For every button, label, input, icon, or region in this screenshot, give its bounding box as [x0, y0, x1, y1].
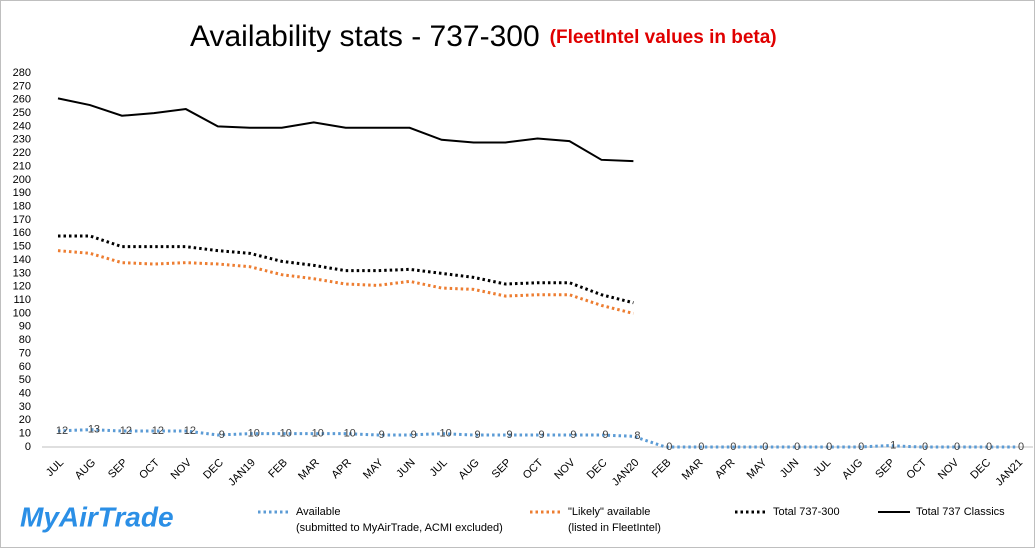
- y-tick-label: 30: [19, 401, 31, 413]
- data-label: 0: [1018, 441, 1024, 453]
- data-label: 0: [954, 441, 960, 453]
- y-tick-label: 170: [13, 214, 31, 226]
- y-tick-label: 40: [19, 387, 31, 399]
- legend-note: (submitted to MyAirTrade, ACMI excluded): [296, 522, 503, 534]
- y-tick-label: 50: [19, 374, 31, 386]
- data-label: 13: [88, 424, 100, 436]
- data-label: 10: [344, 428, 356, 440]
- data-label: 10: [439, 428, 451, 440]
- legend-note: (listed in FleetIntel): [568, 522, 661, 534]
- data-label: 9: [475, 429, 481, 441]
- data-label: 12: [184, 425, 196, 437]
- legend-label: "Likely" available: [568, 506, 650, 518]
- y-tick-label: 80: [19, 334, 31, 346]
- data-label: 9: [506, 429, 512, 441]
- data-label: 0: [794, 441, 800, 453]
- data-label: 9: [538, 429, 544, 441]
- series-line: [57, 428, 1018, 449]
- data-label: 10: [280, 428, 292, 440]
- data-label: 8: [634, 430, 640, 442]
- y-tick-label: 280: [13, 67, 31, 79]
- y-tick-label: 70: [19, 347, 31, 359]
- data-label: 0: [762, 441, 768, 453]
- y-tick-label: 260: [13, 94, 31, 106]
- data-label: 9: [219, 429, 225, 441]
- data-label: 1: [890, 440, 896, 452]
- logo: MyAirTrade: [20, 501, 174, 532]
- data-label: 0: [858, 441, 864, 453]
- subtitle: (FleetIntel values in beta): [550, 27, 777, 48]
- legend-label: Total 737 Classics: [916, 506, 1005, 518]
- data-label: 9: [570, 429, 576, 441]
- y-tick-label: 60: [19, 361, 31, 373]
- legend-label: Total 737-300: [773, 506, 840, 518]
- series-line: [57, 97, 634, 163]
- y-tick-label: 10: [19, 428, 31, 440]
- data-label: 12: [56, 425, 68, 437]
- y-tick-label: 120: [13, 281, 31, 293]
- y-tick-label: 190: [13, 187, 31, 199]
- data-label: 10: [248, 428, 260, 440]
- y-tick-label: 210: [13, 160, 31, 172]
- data-label: 10: [312, 428, 324, 440]
- data-label: 12: [120, 425, 132, 437]
- data-label: 9: [379, 429, 385, 441]
- y-tick-label: 0: [25, 441, 31, 453]
- y-tick-label: 160: [13, 227, 31, 239]
- y-tick-label: 150: [13, 241, 31, 253]
- data-label: 9: [602, 429, 608, 441]
- y-tick-label: 140: [13, 254, 31, 266]
- series-line: [57, 234, 634, 305]
- y-tick-label: 100: [13, 307, 31, 319]
- chart-title: Availability stats - 737-300 (FleetIntel …: [190, 20, 777, 53]
- data-label: 0: [730, 441, 736, 453]
- y-tick-label: 20: [19, 414, 31, 426]
- data-label: 0: [698, 441, 704, 453]
- data-label: 0: [922, 441, 928, 453]
- data-label: 0: [986, 441, 992, 453]
- data-label: 9: [411, 429, 417, 441]
- data-label: 12: [152, 425, 164, 437]
- title: Availability stats - 737-300: [190, 20, 540, 53]
- y-tick-label: 220: [13, 147, 31, 159]
- y-tick-label: 180: [13, 200, 31, 212]
- y-tick-label: 240: [13, 120, 31, 132]
- data-label: 0: [826, 441, 832, 453]
- legend-label: Available: [296, 506, 340, 518]
- y-tick-label: 130: [13, 267, 31, 279]
- y-tick-label: 250: [13, 107, 31, 119]
- series-line: [57, 249, 634, 315]
- y-tick-label: 200: [13, 174, 31, 186]
- y-tick-label: 270: [13, 80, 31, 92]
- y-tick-label: 110: [13, 294, 31, 306]
- y-tick-label: 90: [19, 321, 31, 333]
- y-tick-label: 230: [13, 134, 31, 146]
- data-label: 0: [666, 441, 672, 453]
